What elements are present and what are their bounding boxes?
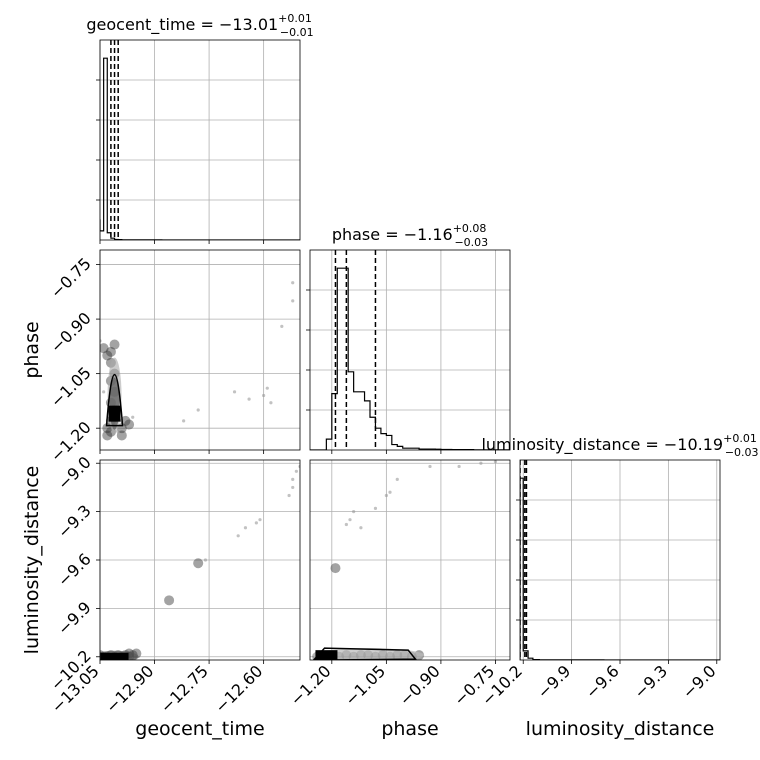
y-axis-label-luminosity_distance: luminosity_distance	[21, 466, 43, 655]
x-tick-label: −1.20	[287, 661, 335, 709]
x-axis-label-geocent_time: geocent_time	[135, 718, 264, 740]
y-tick-label: −9.3	[54, 501, 95, 542]
x-tick-label: −12.90	[102, 661, 157, 716]
sample-point	[330, 563, 341, 574]
y-tick-label: −1.20	[47, 418, 95, 466]
density-region-core	[100, 652, 129, 660]
title-geocent_time: geocent_time = −13.01+0.01 −0.01	[86, 12, 313, 39]
sample-point	[105, 346, 116, 357]
tick-layer	[96, 79, 718, 664]
x-tick-label: −9.6	[582, 661, 623, 702]
sample-point	[182, 419, 186, 423]
sample-point	[102, 430, 113, 441]
title-luminosity_distance: luminosity_distance = −10.19+0.01 −0.03	[481, 432, 758, 459]
sample-point	[265, 386, 269, 390]
sample-point	[102, 350, 113, 361]
histogram-geocent_time	[100, 57, 300, 240]
sample-point	[457, 464, 461, 469]
sample-point	[359, 526, 363, 530]
density-region-outer	[312, 648, 425, 660]
sample-point	[164, 595, 175, 606]
sample-point	[247, 397, 251, 401]
sample-point	[388, 490, 392, 494]
panel-geocent_time-vs-phase	[99, 249, 301, 451]
sample-point	[384, 493, 388, 498]
density-geocent_time_vs_phase	[100, 281, 295, 441]
x-tick-label: −0.90	[396, 661, 444, 709]
contour-line	[312, 647, 418, 660]
sample-point	[280, 324, 284, 328]
y-tick-label: −9.6	[54, 549, 95, 590]
sample-point	[193, 558, 204, 569]
sample-point	[258, 518, 262, 522]
density-region-core	[315, 650, 338, 660]
sample-point	[493, 460, 498, 464]
sample-point	[395, 477, 399, 481]
density-geocent_time_vs_luminosity_distance	[100, 464, 300, 660]
sample-point	[287, 493, 291, 498]
density-region-core	[108, 405, 121, 422]
y-tick-label: −0.90	[47, 308, 95, 356]
frame-layer	[99, 39, 721, 661]
panel-phase-vs-luminosity_distance	[309, 459, 511, 661]
sample-point	[131, 415, 135, 419]
sample-point	[236, 534, 240, 538]
sample-point	[243, 526, 248, 530]
title-lower-error: −0.03	[454, 236, 488, 249]
grid-layer	[99, 40, 720, 660]
contour-line	[105, 373, 124, 427]
y-tick-label: −1.05	[47, 363, 95, 411]
title-lower-error: −0.01	[280, 26, 314, 39]
sample-point	[102, 390, 106, 394]
sample-point	[294, 469, 298, 473]
x-tick-label: −12.60	[211, 661, 266, 716]
label-layer: −1.20−1.05−0.90−0.75−10.2−9.9−9.6−9.3−9.…	[21, 12, 759, 740]
x-axis-label-phase: phase	[381, 718, 438, 740]
sample-point	[116, 430, 120, 434]
sample-point	[269, 401, 273, 405]
panel-phase-hist	[309, 249, 511, 451]
sample-point	[479, 461, 483, 465]
x-tick-label: −9.0	[679, 661, 720, 702]
y-tick-label: −0.75	[47, 254, 95, 302]
sample-point	[348, 518, 352, 522]
sample-point	[124, 419, 135, 430]
sample-point	[291, 281, 295, 285]
title-lower-error: −0.03	[725, 446, 759, 459]
density-layer	[100, 281, 498, 660]
sample-point	[109, 339, 120, 350]
sample-point	[254, 521, 258, 525]
sample-point	[232, 390, 237, 394]
title-phase: phase = −1.16+0.08 −0.03	[332, 222, 488, 249]
sample-point	[262, 393, 266, 398]
title-upper-error: +0.01	[278, 12, 312, 25]
histogram-layer	[100, 40, 720, 660]
sample-point	[116, 430, 127, 441]
title-upper-error: +0.08	[453, 222, 487, 235]
sample-point	[291, 485, 295, 490]
y-tick-label: −9.9	[54, 598, 95, 639]
sample-point	[291, 477, 295, 481]
sample-point	[428, 464, 432, 469]
sample-point	[291, 299, 295, 303]
x-axis-label-luminosity_distance: luminosity_distance	[526, 718, 715, 740]
histogram-phase	[310, 267, 510, 450]
sample-point	[352, 510, 356, 514]
x-tick-label: −9.9	[534, 661, 575, 702]
sample-point	[344, 522, 348, 527]
x-tick-label: −1.05	[341, 661, 389, 709]
sample-point	[100, 343, 109, 354]
density-phase_vs_luminosity_distance	[312, 460, 498, 660]
x-tick-label: −9.3	[630, 661, 671, 702]
sample-point	[196, 408, 200, 412]
sample-point	[203, 558, 208, 562]
y-axis-label-phase: phase	[21, 321, 43, 378]
sample-point	[373, 506, 378, 510]
panel-geocent_time-hist	[99, 39, 301, 241]
title-upper-error: +0.01	[723, 432, 757, 445]
x-tick-label: −12.75	[157, 661, 212, 716]
